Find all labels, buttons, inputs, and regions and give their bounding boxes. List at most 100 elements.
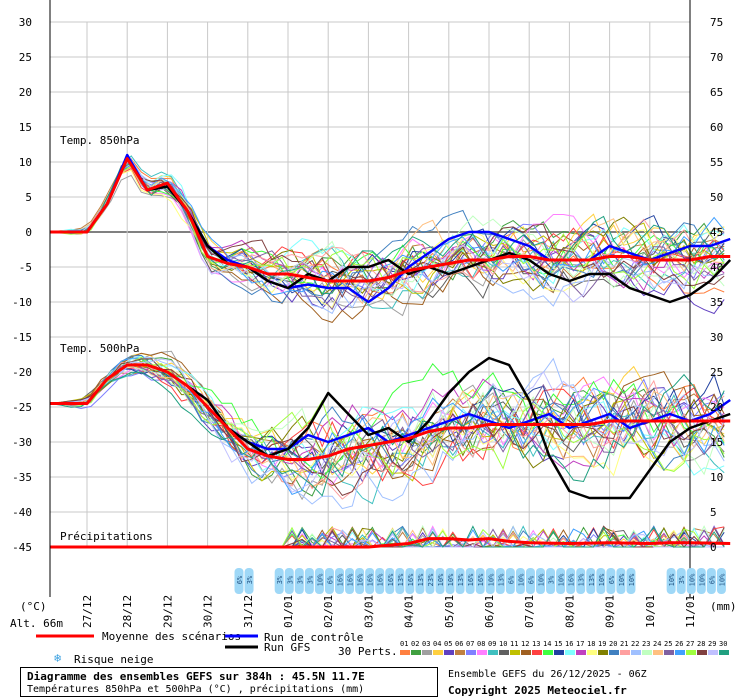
left-tick-label: 10 <box>19 156 32 169</box>
left-tick-label: -25 <box>12 401 32 414</box>
snow-risk-badge <box>686 568 696 594</box>
snow-risk-badge <box>385 568 395 594</box>
snow-risk-badge <box>716 568 726 594</box>
footer-title-box: Diagramme des ensembles GEFS sur 384h : … <box>20 667 438 697</box>
legend-pert-swatch <box>664 650 674 655</box>
legend-pert-number: 19 <box>598 640 606 648</box>
snow-risk-label: 3% <box>286 575 294 584</box>
date-label: 09/01 <box>604 595 617 628</box>
snow-risk-label: 16% <box>347 573 355 586</box>
legend-pert-swatch <box>686 650 696 655</box>
snow-risk-label: 3% <box>548 575 556 584</box>
date-label: 31/12 <box>242 595 255 628</box>
legend-pert-swatch <box>510 650 520 655</box>
snow-risk-badge <box>324 568 334 594</box>
snow-risk-badge <box>425 568 435 594</box>
snowflake-icon: ❄ <box>54 651 61 665</box>
snow-risk-label: 10% <box>558 573 566 586</box>
snow-risk-label: 10% <box>668 573 676 586</box>
legend-pert-swatch <box>444 650 454 655</box>
date-label: 05/01 <box>443 595 456 628</box>
legend-pert-swatch <box>609 650 619 655</box>
snow-risk-badge <box>244 568 254 594</box>
left-tick-label: 20 <box>19 86 32 99</box>
snow-risk-badge <box>596 568 606 594</box>
pert-500-15 <box>50 367 725 477</box>
snow-risk-label: 16% <box>568 573 576 586</box>
snow-risk-label: 16% <box>337 573 345 586</box>
left-tick-label: 5 <box>25 191 32 204</box>
legend-pert-number: 06 <box>455 640 463 648</box>
legend-pert-number: 30 <box>719 640 727 648</box>
snow-risk-label: 6% <box>236 575 244 584</box>
legend-pert-number: 05 <box>444 640 452 648</box>
snow-risk-badge <box>355 568 365 594</box>
panel-label-500: Temp. 500hPa <box>60 342 139 355</box>
legend-pert-swatch <box>587 650 597 655</box>
left-tick-label: -5 <box>19 261 32 274</box>
snow-risk-row: 6% 3% 3% 3% 3% 3% 10% 6% 16% 16% 16% 16% 16% 16% 13% 16… <box>234 568 726 594</box>
left-tick-label: 0 <box>25 226 32 239</box>
series-t850-0 <box>50 157 731 283</box>
legend-pert-number: 20 <box>609 640 617 648</box>
snow-risk-label: 6% <box>326 575 334 584</box>
legend-pert-number: 02 <box>411 640 419 648</box>
legend-pert-number: 01 <box>400 640 408 648</box>
legend-pert-number: 25 <box>664 640 672 648</box>
date-label: 08/01 <box>563 595 576 628</box>
legend-pert-number: 26 <box>675 640 683 648</box>
chart-title: Diagramme des ensembles GEFS sur 384h : … <box>27 670 365 683</box>
snow-risk-badge <box>586 568 596 594</box>
date-label: 03/01 <box>362 595 375 628</box>
snow-risk-label: 6% <box>527 575 535 584</box>
right-tick-label: 55 <box>710 156 723 169</box>
legend-pert-number: 04 <box>433 640 441 648</box>
legend-pert-swatch <box>719 650 729 655</box>
legend-pert-number: 03 <box>422 640 430 648</box>
legend-pert-number: 24 <box>653 640 661 648</box>
snow-risk-label: 10% <box>447 573 455 586</box>
snow-risk-badge <box>505 568 515 594</box>
date-label: 30/12 <box>202 595 215 628</box>
legend-pert-swatch <box>521 650 531 655</box>
legend-pert-number: 14 <box>543 640 551 648</box>
left-unit: (°C) <box>20 600 47 613</box>
snow-risk-label: 16% <box>357 573 365 586</box>
snow-risk-badge <box>626 568 636 594</box>
series-precip-2 <box>50 537 731 549</box>
legend-pert-swatch <box>477 650 487 655</box>
snow-risk-badge <box>606 568 616 594</box>
snow-risk-badge <box>616 568 626 594</box>
pert-850-28 <box>50 160 725 299</box>
snow-risk-label: 3% <box>246 575 254 584</box>
legend-pert-number: 10 <box>499 640 507 648</box>
legend-pert-number: 12 <box>521 640 529 648</box>
legend-pert-number: 22 <box>631 640 639 648</box>
snow-risk-label: 10% <box>316 573 324 586</box>
snow-risk-label: 6% <box>507 575 515 584</box>
legend-pert-number: 11 <box>510 640 518 648</box>
snow-risk-badge <box>525 568 535 594</box>
right-tick-label: 0 <box>710 541 717 554</box>
snow-risk-label: 16% <box>467 573 475 586</box>
legend-pert-swatch <box>642 650 652 655</box>
legend-pert-number: 28 <box>697 640 705 648</box>
snow-risk-badge <box>556 568 566 594</box>
pert-850-29 <box>50 162 725 303</box>
snow-risk-badge <box>395 568 405 594</box>
left-tick-label: 15 <box>19 121 32 134</box>
snow-risk-badge <box>455 568 465 594</box>
legend-pert-swatch <box>653 650 663 655</box>
legend-pert-number: 29 <box>708 640 716 648</box>
right-tick-label: 30 <box>710 331 723 344</box>
right-tick-label: 45 <box>710 226 723 239</box>
pert-500-25 <box>50 362 725 474</box>
right-tick-label: 10 <box>710 471 723 484</box>
legend-snow-label: Risque neige <box>74 653 153 666</box>
snow-risk-badge <box>445 568 455 594</box>
chart-legend: Moyenne des scénarios Run de contrôleRun … <box>36 630 729 666</box>
pert-500-29 <box>50 358 725 493</box>
right-tick-label: 60 <box>710 121 723 134</box>
legend-pert-number: 23 <box>642 640 650 648</box>
pert-850-09 <box>50 155 725 310</box>
